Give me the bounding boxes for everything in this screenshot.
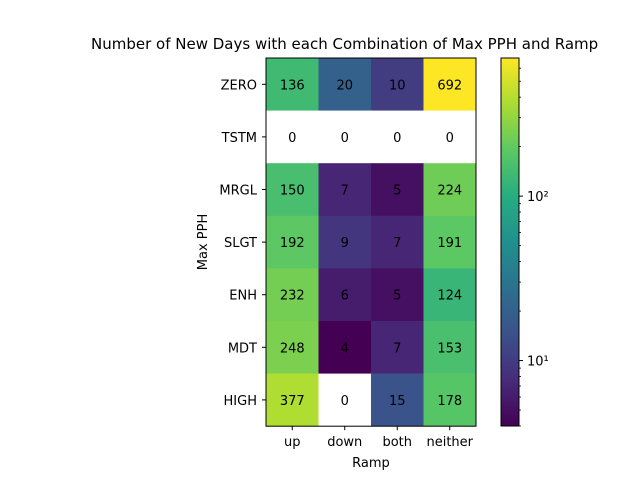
colorbar-gradient bbox=[500, 57, 520, 427]
y-tick-label: ENH bbox=[229, 289, 257, 304]
cell-value-label: 377 bbox=[280, 394, 305, 409]
cell-value-label: 0 bbox=[341, 131, 349, 146]
heatmap-cell bbox=[371, 163, 424, 217]
heatmap-cell bbox=[371, 58, 424, 111]
x-tick-label: down bbox=[327, 435, 362, 450]
y-tick-label: TSTM bbox=[221, 131, 257, 146]
cell-value-label: 178 bbox=[437, 394, 462, 409]
y-tick-label: ZERO bbox=[221, 78, 257, 93]
cell-value-label: 0 bbox=[446, 131, 454, 146]
heatmap-cell bbox=[423, 268, 477, 322]
x-axis-label: Ramp bbox=[352, 456, 390, 471]
y-axis-label: Max PPH bbox=[196, 214, 211, 270]
heatmap-cell bbox=[371, 373, 424, 427]
cell-value-label: 6 bbox=[341, 289, 349, 304]
heatmap-cell bbox=[423, 373, 477, 427]
cell-value-label: 232 bbox=[280, 289, 305, 304]
x-tick-label: up bbox=[284, 435, 301, 450]
heatmap-cell bbox=[318, 373, 372, 427]
cell-value-label: 7 bbox=[341, 184, 349, 199]
cell-value-label: 248 bbox=[280, 341, 305, 356]
cell-value-label: 20 bbox=[336, 78, 353, 93]
heatmap-cell bbox=[266, 321, 319, 374]
cell-value-label: 150 bbox=[280, 184, 305, 199]
cell-value-label: 124 bbox=[437, 289, 462, 304]
cell-value-label: 10 bbox=[389, 78, 406, 93]
heatmap-cell bbox=[423, 58, 477, 111]
colorbar-tick-label: 10¹ bbox=[527, 355, 549, 370]
cell-value-label: 0 bbox=[393, 131, 401, 146]
heatmap-cell bbox=[318, 163, 372, 217]
heatmap-cell bbox=[266, 268, 319, 322]
cell-value-label: 0 bbox=[341, 394, 349, 409]
chart-title: Number of New Days with each Combination… bbox=[91, 35, 598, 53]
colorbar-tick-label: 10² bbox=[527, 190, 549, 205]
colorbar: 10¹ 10² bbox=[500, 57, 549, 427]
cell-value-label: 5 bbox=[393, 184, 401, 199]
cell-value-label: 7 bbox=[393, 236, 401, 251]
x-tick-label: neither bbox=[426, 435, 473, 450]
y-tick-label: MRGL bbox=[219, 184, 257, 199]
cell-value-label: 9 bbox=[341, 236, 349, 251]
heatmap-cell bbox=[371, 215, 424, 269]
heatmap-cell bbox=[318, 268, 372, 322]
y-tick-label: MDT bbox=[228, 341, 257, 356]
heatmap-cell bbox=[266, 110, 319, 164]
cell-value-label: 7 bbox=[393, 341, 401, 356]
cell-value-label: 192 bbox=[280, 236, 305, 251]
colorbar-ticks: 10¹ 10² bbox=[519, 67, 549, 427]
heatmap-cell bbox=[318, 215, 372, 269]
heatmap-cell bbox=[423, 163, 477, 217]
cell-value-label: 5 bbox=[393, 289, 401, 304]
y-tick-label: HIGH bbox=[224, 394, 257, 409]
heatmap-cell bbox=[423, 321, 477, 374]
x-axis: up down both neither bbox=[284, 426, 474, 450]
cell-value-label: 191 bbox=[437, 236, 462, 251]
heatmap-cell bbox=[318, 110, 372, 164]
cell-value-label: 692 bbox=[437, 78, 462, 93]
cell-value-label: 4 bbox=[341, 341, 349, 356]
cell-value-label: 15 bbox=[389, 394, 406, 409]
cell-value-label: 224 bbox=[437, 184, 462, 199]
heatmap-cell bbox=[266, 373, 319, 427]
x-tick-label: both bbox=[382, 435, 412, 450]
heatmap-cell bbox=[266, 215, 319, 269]
heatmap-cell bbox=[318, 58, 372, 111]
y-axis: ZERO TSTM MRGL SLGT ENH MDT HIGH bbox=[219, 78, 266, 409]
y-tick-label: SLGT bbox=[224, 236, 257, 251]
heatmap-cell bbox=[423, 110, 477, 164]
heatmap-cell bbox=[371, 268, 424, 322]
heatmap-cell bbox=[266, 163, 319, 217]
heatmap-cell bbox=[371, 321, 424, 374]
cell-value-label: 0 bbox=[288, 131, 296, 146]
heatmap-cell bbox=[318, 321, 372, 374]
cell-value-label: 136 bbox=[280, 78, 305, 93]
heatmap-cell bbox=[371, 110, 424, 164]
heatmap-cell bbox=[423, 215, 477, 269]
heatmap-cell bbox=[266, 58, 319, 111]
cell-value-label: 153 bbox=[437, 341, 462, 356]
